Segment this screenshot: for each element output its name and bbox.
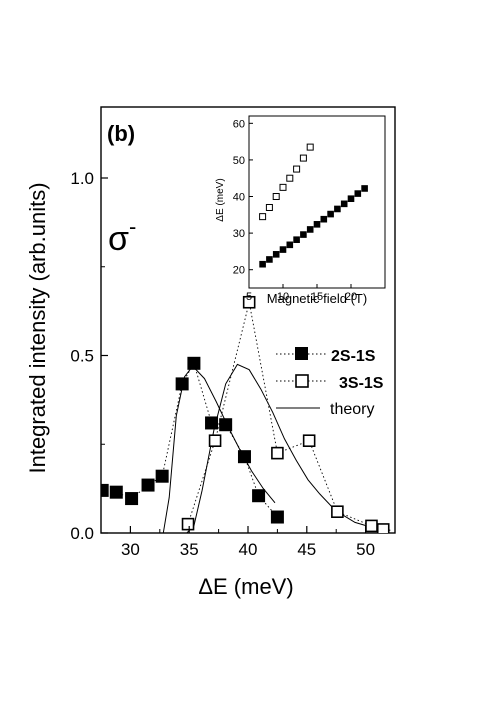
inset-point-filled (354, 190, 362, 197)
y-axis-ticks: 0.0 0.5 1.0 (70, 169, 108, 543)
point-2s-1s (155, 469, 169, 483)
polarization-symbol: σ- (108, 214, 136, 258)
inset-point-filled (279, 246, 287, 253)
y-tick-label: 0.5 (70, 347, 94, 366)
legend-marker-filled-square (295, 347, 308, 360)
point-2s-1s (109, 485, 123, 499)
point-3s-1s (181, 517, 195, 531)
inset-y-tick-label: 30 (233, 228, 245, 240)
legend: 2S-1S 3S-1S theory (276, 347, 384, 418)
inset-y-tick-label: 40 (233, 192, 245, 204)
inset-y-tick-label: 20 (233, 265, 245, 277)
x-tick-label: 35 (180, 540, 199, 559)
inset-point-filled (361, 185, 368, 192)
inset-x-tick-label: 10 (277, 291, 289, 303)
point-3s-1s (302, 434, 316, 448)
inset-plot: 5 10 15 20 20 30 40 50 60 Magnetic field (T) ΔE… (215, 115, 386, 306)
inset-x-tick-label: 15 (311, 291, 323, 303)
y-axis-label: Integrated intensity (arb.units) (25, 182, 50, 473)
inset-point-filled (306, 226, 314, 233)
x-axis-ticks: 30 35 40 45 50 (100, 526, 396, 559)
inset-point-filled (266, 256, 273, 263)
legend-marker-open-square (295, 374, 309, 388)
point-3s-1s (365, 519, 378, 533)
main-plot: 30 35 40 45 50 0.0 0.5 1.0 (b) σ- ΔE (meV) Int… (25, 106, 396, 599)
inset-point-filled (320, 215, 328, 223)
point-3s-1s (331, 505, 344, 519)
x-tick-label: 40 (239, 540, 258, 559)
point-2s-1s (252, 489, 266, 503)
inset-point-filled (293, 236, 300, 243)
inset-point-filled (347, 195, 355, 203)
y-tick-label: 1.0 (70, 169, 94, 188)
inset-y-tick-label: 60 (233, 118, 245, 130)
inset-point-filled (259, 260, 266, 268)
point-2s-1s (219, 418, 233, 432)
inset-point-open (286, 174, 294, 182)
legend-label-2s-1s: 2S-1S (331, 348, 376, 365)
legend-label-theory: theory (330, 401, 374, 418)
inset-point-open (293, 165, 301, 173)
inset-point-filled (313, 221, 321, 228)
theory-curve-1 (162, 365, 276, 533)
inset-x-tick-label: 5 (246, 291, 252, 303)
x-axis-label: ΔE (meV) (198, 574, 293, 599)
inset-x-axis-label: Magnetic field (T) (267, 291, 367, 306)
point-2s-1s (125, 492, 139, 506)
inset-series-markers (259, 143, 368, 268)
legend-entry-theory: theory (276, 401, 374, 418)
inset-x-axis-ticks: 5 10 15 20 (246, 284, 357, 303)
point-3s-1s (271, 446, 284, 460)
polarization-superscript: - (129, 214, 136, 239)
inset-point-filled (334, 205, 341, 213)
series-markers (101, 295, 390, 533)
point-2s-1s (187, 356, 201, 370)
inset-point-open (299, 154, 307, 162)
theory-curve-2 (186, 363, 391, 533)
inset-y-tick-label: 50 (233, 155, 245, 167)
inset-point-filled (272, 251, 280, 258)
inset-point-open (272, 193, 280, 201)
y-tick-label: 0.0 (70, 524, 94, 543)
inset-y-axis-ticks: 20 30 40 50 60 (233, 118, 253, 277)
inset-point-filled (340, 200, 348, 208)
point-3s-1s (208, 434, 222, 448)
legend-label-3s-1s: 3S-1S (339, 375, 384, 392)
point-2s-1s (270, 510, 284, 524)
point-2s-1s (205, 416, 219, 430)
point-2s-1s (175, 377, 189, 391)
point-2s-1s (101, 483, 109, 497)
point-2s-1s (141, 478, 155, 492)
point-3s-1s (242, 295, 256, 309)
inset-point-filled (286, 241, 294, 249)
x-tick-label: 45 (297, 540, 316, 559)
theory-curves (162, 363, 391, 533)
inset-y-axis-label: ΔE (meV) (215, 178, 226, 221)
inset-point-open (265, 203, 273, 211)
x-tick-label: 50 (356, 540, 375, 559)
panel-label: (b) (107, 121, 135, 146)
polarization-sigma: σ (108, 220, 129, 258)
point-3s-1s (376, 523, 390, 533)
legend-entry-2s-1s: 2S-1S (276, 347, 376, 365)
inset-x-tick-label: 20 (345, 291, 357, 303)
inset-point-filled (327, 210, 334, 218)
inset-point-open (259, 213, 267, 221)
inset-point-filled (300, 231, 307, 238)
point-2s-1s (237, 450, 251, 464)
inset-point-open (306, 143, 314, 151)
inset-point-open (279, 183, 287, 191)
legend-entry-3s-1s: 3S-1S (276, 374, 384, 392)
x-tick-label: 30 (121, 540, 140, 559)
